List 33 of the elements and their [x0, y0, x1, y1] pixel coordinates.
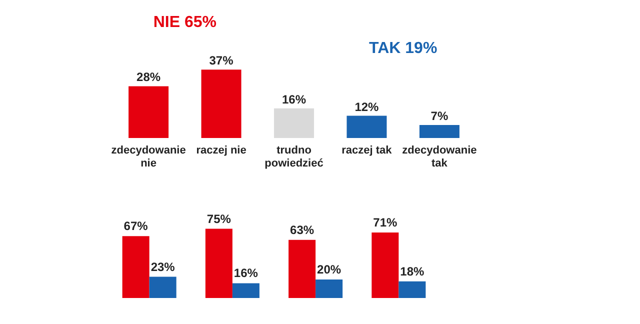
- bar: [149, 276, 176, 298]
- data-label: 16%: [234, 266, 258, 280]
- data-label: 7%: [430, 109, 448, 124]
- data-label: 37%: [209, 54, 234, 68]
- data-label: 71%: [373, 215, 398, 230]
- bar: [128, 86, 169, 138]
- data-label: 20%: [317, 262, 342, 277]
- bar: [232, 283, 260, 298]
- bar: [288, 240, 316, 298]
- bar: [205, 228, 232, 298]
- bar: [398, 281, 426, 298]
- x-tick-label: raczej nie: [196, 144, 246, 156]
- bar: [274, 108, 314, 138]
- data-label: 18%: [400, 264, 425, 278]
- data-label: 63%: [290, 222, 314, 237]
- x-tick-label: zdecydowanie nie: [111, 144, 186, 170]
- x-tick-label: trudno powiedzieć: [264, 144, 324, 170]
- text: TAK 19%: [369, 40, 438, 57]
- data-label: 16%: [282, 92, 306, 106]
- bar: [346, 116, 387, 138]
- bar: [201, 70, 242, 138]
- x-tick-label: raczej tak: [342, 144, 393, 156]
- text: NIE 65%: [153, 14, 216, 31]
- data-label: 23%: [150, 260, 176, 274]
- bar: [122, 236, 150, 298]
- bar: [372, 232, 399, 298]
- data-label: 12%: [354, 100, 380, 114]
- x-tick-label: zdecydowanie tak: [402, 144, 477, 170]
- bar: [419, 125, 460, 138]
- data-label: 75%: [206, 212, 232, 226]
- data-label: 67%: [124, 219, 148, 234]
- data-label: 28%: [136, 70, 161, 84]
- bar: [316, 280, 343, 298]
